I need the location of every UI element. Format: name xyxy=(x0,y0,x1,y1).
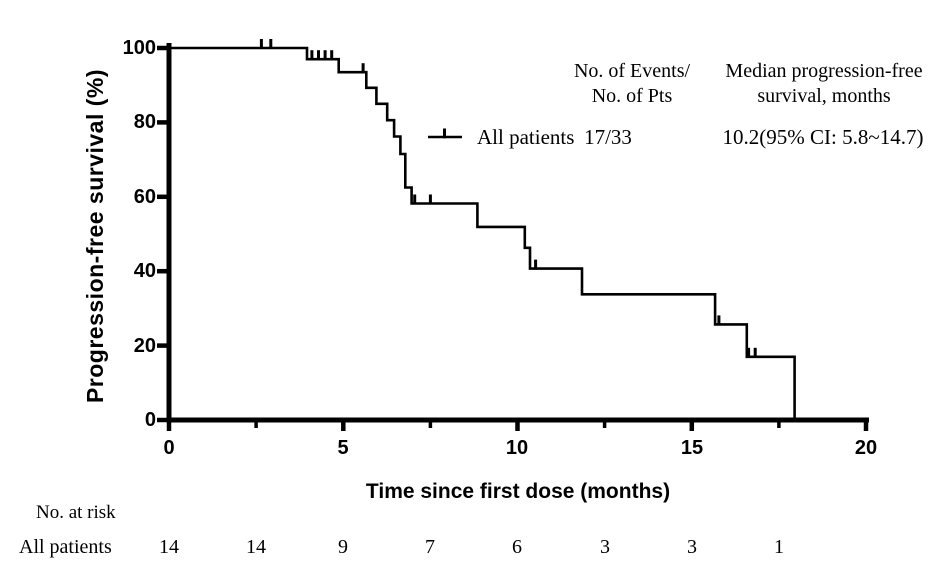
x-tick-label-15: 15 xyxy=(680,437,704,459)
median-value: 10.2(95% CI: 5.8~14.7) xyxy=(722,125,924,149)
x-axis-title: Time since first dose (months) xyxy=(365,480,671,503)
at-risk-value-2: 9 xyxy=(338,536,348,558)
y-tick-label-60: 60 xyxy=(133,186,156,208)
events-header-line1: No. of Events/ xyxy=(573,60,691,82)
y-tick-label-100: 100 xyxy=(122,37,156,59)
y-tick-label-40: 40 xyxy=(133,260,156,282)
km-curve-all-patients xyxy=(169,46,796,420)
median-column-header: Median progression-free survival, months xyxy=(692,59,931,109)
events-value: 17/33 xyxy=(584,125,632,149)
at-risk-title: No. at risk xyxy=(36,502,116,523)
y-tick-label-0: 0 xyxy=(144,409,156,431)
y-tick-label-80: 80 xyxy=(133,111,156,133)
median-header-line2: survival, months xyxy=(757,85,891,107)
at-risk-value-1: 14 xyxy=(246,536,266,558)
at-risk-value-0: 14 xyxy=(159,536,179,558)
at-risk-row-label: All patients xyxy=(19,536,112,558)
y-axis-title: Progression-free survival (%) xyxy=(82,68,108,404)
at-risk-value-4: 6 xyxy=(512,536,522,558)
at-risk-value-5: 3 xyxy=(600,536,610,558)
at-risk-value-7: 1 xyxy=(774,536,784,558)
legend-series-label: All patients xyxy=(477,125,575,149)
events-column-header: No. of Events/ No. of Pts xyxy=(521,59,743,109)
median-header-line1: Median progression-free xyxy=(725,60,923,82)
x-tick-label-0: 0 xyxy=(163,437,175,459)
x-tick-label-20: 20 xyxy=(854,437,878,459)
x-tick-label-10: 10 xyxy=(505,437,529,459)
at-risk-value-6: 3 xyxy=(687,536,697,558)
events-header-line2: No. of Pts xyxy=(591,85,673,107)
x-tick-label-5: 5 xyxy=(337,437,349,459)
at-risk-value-3: 7 xyxy=(425,536,435,558)
y-tick-label-20: 20 xyxy=(133,335,156,357)
